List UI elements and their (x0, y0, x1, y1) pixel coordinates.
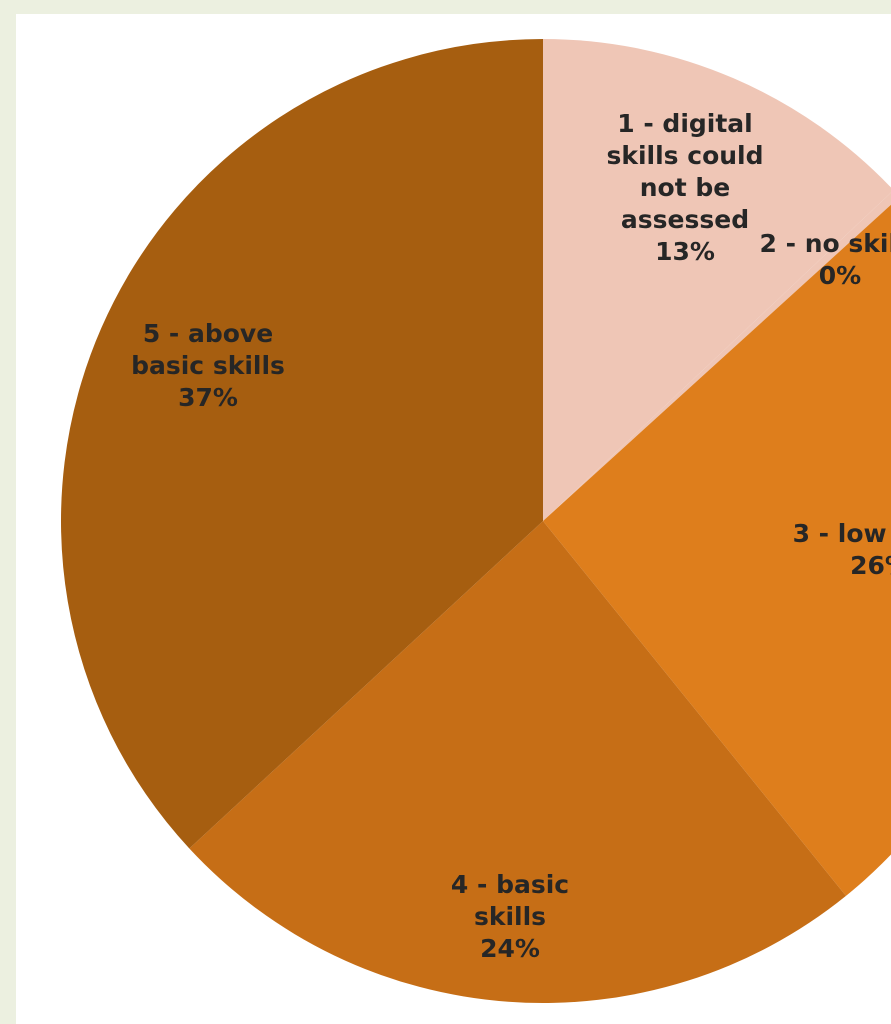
slice-category-text: basic skills (131, 351, 285, 380)
slice-category-text: not be (640, 173, 730, 202)
slice-label-1: 1 - digital skills could not be assessed 13% (606, 109, 763, 266)
slice-category-text: 1 - digital (617, 109, 753, 138)
pie-slice-3 (543, 204, 891, 896)
slice-percent: 13% (655, 237, 715, 266)
slice-label-2: 2 - no skills 0% (760, 229, 891, 290)
pie-slice-2 (543, 192, 891, 521)
pie-slice-4 (189, 521, 846, 1003)
slice-category-text: 2 - no skills (760, 229, 891, 258)
slice-percent: 0% (819, 261, 861, 290)
slice-category-text: 5 - above (143, 319, 273, 348)
slice-category-text: skills (474, 902, 546, 931)
slice-label-5: 5 - above basic skills 37% (131, 319, 285, 412)
slice-percent: 26% (850, 551, 891, 580)
slice-category-text: skills could (606, 141, 763, 170)
pie-slice-1 (543, 39, 891, 521)
slice-category-text: assessed (621, 205, 749, 234)
slice-percent: 24% (480, 934, 540, 963)
slice-category-text: 3 - low skills (793, 519, 891, 548)
pie-slice-5 (60, 39, 544, 849)
slice-percent: 37% (178, 383, 238, 412)
slice-label-3: 3 - low skills 26% (793, 519, 891, 580)
slice-label-4: 4 - basic skills 24% (451, 870, 569, 963)
slice-category-text: 4 - basic (451, 870, 569, 899)
